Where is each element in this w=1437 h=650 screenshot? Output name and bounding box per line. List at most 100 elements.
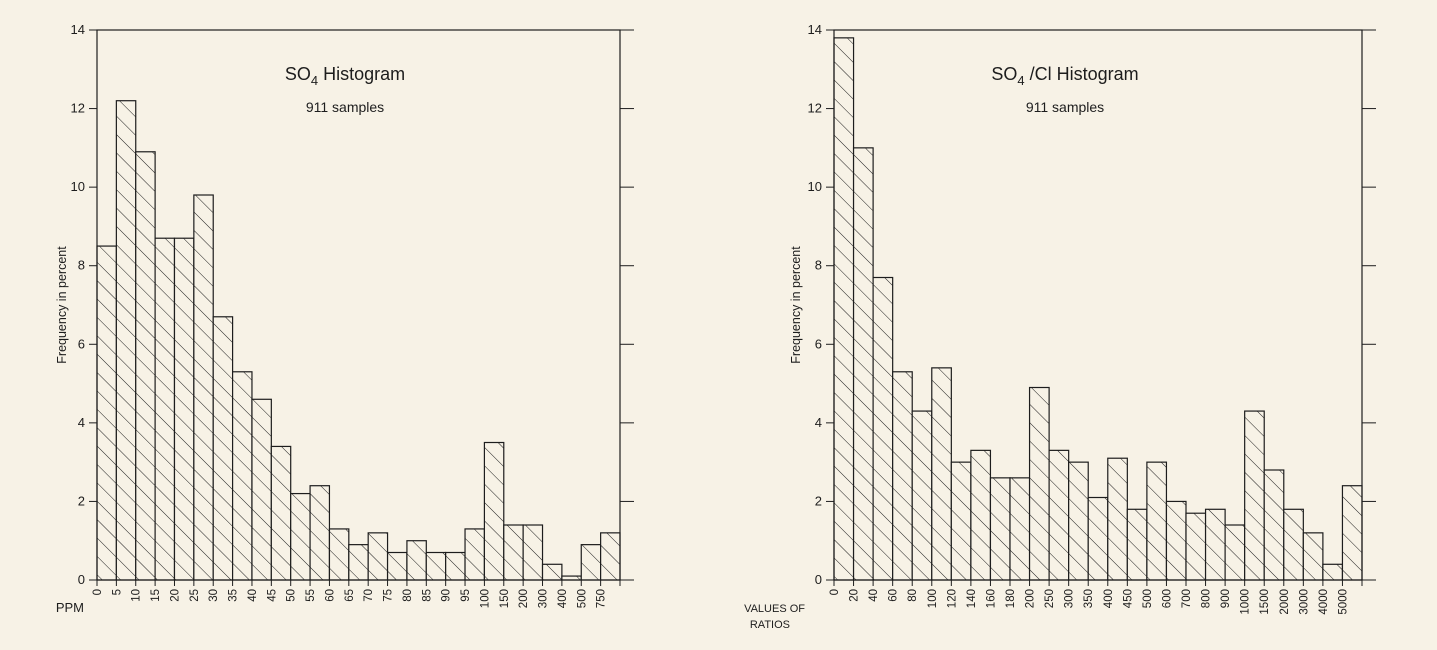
histogram-bar-500 xyxy=(1147,462,1167,580)
y-tick-label: 2 xyxy=(815,493,822,508)
histogram-bar-30 xyxy=(213,317,232,580)
histogram-bar-40 xyxy=(873,278,893,581)
histogram-bar-40 xyxy=(252,399,271,580)
histogram-bar-60 xyxy=(329,529,348,580)
x-tick-label: 60 xyxy=(888,589,900,602)
histogram-bar-50 xyxy=(291,494,310,580)
x-tick-label: 140 xyxy=(966,589,978,608)
x-tick-label: 700 xyxy=(1181,589,1193,608)
histogram-bar-0 xyxy=(97,246,116,580)
y-tick-label: 14 xyxy=(808,22,822,37)
x-tick-label: 1500 xyxy=(1259,589,1271,615)
x-tick-label: 75 xyxy=(383,589,395,602)
y-axis-label: Frequency in percent xyxy=(55,246,69,364)
histogram-bar-4000 xyxy=(1323,564,1343,580)
x-tick-label: 800 xyxy=(1201,589,1213,608)
x-axis-prefix: PPM xyxy=(56,600,84,615)
y-tick-label: 6 xyxy=(78,336,85,351)
x-tick-label: 400 xyxy=(557,589,569,608)
x-tick-label: 250 xyxy=(1044,589,1056,608)
x-tick-label: 80 xyxy=(907,589,919,602)
x-tick-label: 100 xyxy=(479,589,491,608)
x-tick-label: 750 xyxy=(596,589,608,608)
y-tick-label: 10 xyxy=(808,179,822,194)
x-tick-label: 0 xyxy=(92,589,104,595)
x-tick-label: 30 xyxy=(208,589,220,602)
chart-subtitle: 911 samples xyxy=(1026,99,1104,115)
x-tick-label: 5 xyxy=(111,589,123,595)
y-tick-label: 12 xyxy=(71,101,85,116)
x-tick-label: 100 xyxy=(927,589,939,608)
x-tick-label: 4000 xyxy=(1318,589,1330,615)
histogram-bar-80 xyxy=(912,411,932,580)
chart-title: SO4 Histogram xyxy=(285,64,405,88)
histogram-bar-800 xyxy=(1206,509,1226,580)
histogram-bar-95 xyxy=(465,529,484,580)
x-tick-label: 160 xyxy=(985,589,997,608)
histogram-bar-15 xyxy=(155,238,174,580)
x-tick-label: 1000 xyxy=(1240,589,1252,615)
x-tick-label: 200 xyxy=(1025,589,1037,608)
x-tick-label: 600 xyxy=(1161,589,1173,608)
histogram-bar-140 xyxy=(971,450,991,580)
histogram-bar-25 xyxy=(194,195,213,580)
histogram-bar-2000 xyxy=(1284,509,1304,580)
y-tick-label: 14 xyxy=(71,22,85,37)
histogram-bar-100 xyxy=(932,368,952,580)
histogram-bar-20 xyxy=(174,238,193,580)
histogram-bar-100 xyxy=(484,443,503,581)
x-tick-label: 40 xyxy=(868,589,880,602)
histogram-bar-250 xyxy=(1049,450,1069,580)
histogram-bar-5000 xyxy=(1342,486,1362,580)
histogram-bar-200 xyxy=(523,525,542,580)
y-tick-label: 0 xyxy=(78,572,85,587)
so4-histogram: SO4 Histogram 911 samples Frequency in p… xyxy=(55,22,634,615)
histogram-bar-10 xyxy=(136,152,155,580)
y-tick-label: 2 xyxy=(78,493,85,508)
x-tick-label: 80 xyxy=(402,589,414,602)
histogram-bar-3000 xyxy=(1303,533,1323,580)
x-tick-label: 50 xyxy=(286,589,298,602)
x-tick-label: 85 xyxy=(421,589,433,602)
y-axis-label: Frequency in percent xyxy=(789,246,803,364)
y-tick-label: 8 xyxy=(815,258,822,273)
y-tick-label: 12 xyxy=(808,101,822,116)
x-tick-label: 500 xyxy=(576,589,588,608)
x-tick-label: 15 xyxy=(150,589,162,602)
histogram-bar-500 xyxy=(581,545,600,580)
x-tick-label: 350 xyxy=(1083,589,1095,608)
y-tick-label: 10 xyxy=(71,179,85,194)
y-tick-label: 4 xyxy=(78,415,85,430)
histogram-bar-1000 xyxy=(1245,411,1265,580)
y-tick-label: 8 xyxy=(78,258,85,273)
x-axis-prefix-line2: RATIOS xyxy=(750,619,790,631)
histogram-bar-300 xyxy=(1069,462,1089,580)
y-tick-label: 6 xyxy=(815,336,822,351)
chart-title: SO4 /Cl Histogram xyxy=(991,64,1138,88)
histogram-bar-45 xyxy=(271,446,290,580)
histogram-bar-400 xyxy=(1108,458,1128,580)
x-tick-label: 25 xyxy=(189,589,201,602)
x-tick-label: 40 xyxy=(247,589,259,602)
chart-subtitle: 911 samples xyxy=(306,99,384,115)
x-tick-label: 90 xyxy=(441,589,453,602)
x-tick-label: 35 xyxy=(228,589,240,602)
x-tick-label: 20 xyxy=(849,589,861,602)
x-tick-label: 20 xyxy=(169,589,181,602)
x-tick-label: 5000 xyxy=(1337,589,1349,615)
histogram-bar-35 xyxy=(233,372,252,580)
x-tick-label: 500 xyxy=(1142,589,1154,608)
x-tick-label: 300 xyxy=(1064,589,1076,608)
histogram-bar-900 xyxy=(1225,525,1245,580)
x-tick-label: 0 xyxy=(829,589,841,595)
x-tick-label: 200 xyxy=(518,589,530,608)
x-tick-label: 3000 xyxy=(1298,589,1310,615)
x-tick-label: 180 xyxy=(1005,589,1017,608)
x-tick-label: 300 xyxy=(538,589,550,608)
histogram-bar-200 xyxy=(1030,388,1050,581)
x-tick-label: 45 xyxy=(266,589,278,602)
x-tick-label: 70 xyxy=(363,589,375,602)
histogram-bar-0 xyxy=(834,38,854,580)
histogram-bar-70 xyxy=(368,533,387,580)
